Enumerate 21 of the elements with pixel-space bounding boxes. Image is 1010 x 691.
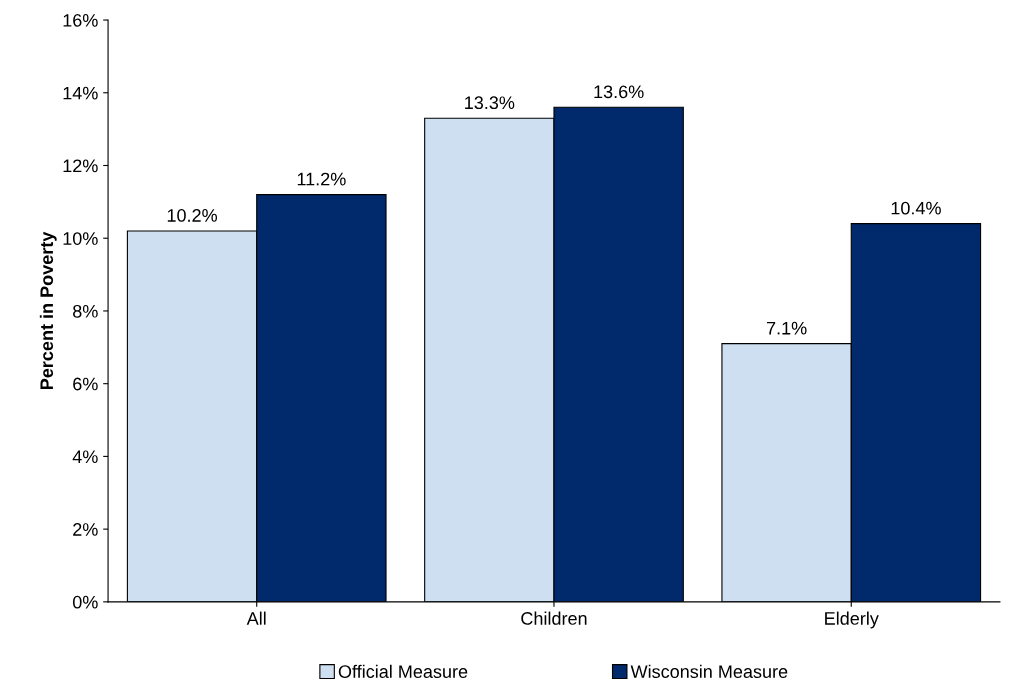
x-tick-label: All <box>246 611 266 625</box>
data-label: 11.2% <box>297 172 346 186</box>
y-tick-label: 8% <box>73 304 98 318</box>
y-tick-label: 16% <box>63 13 98 27</box>
legend-label: Official Measure <box>338 664 468 679</box>
y-tick-label: 2% <box>73 523 98 536</box>
data-label: 10.4% <box>891 201 941 215</box>
x-tick-label: Children <box>521 611 587 625</box>
y-tick-label: 12% <box>63 159 98 173</box>
data-label: 13.3% <box>465 96 515 110</box>
y-axis-title: Percent in Poverty <box>39 231 57 390</box>
data-label: 7.1% <box>766 321 807 335</box>
legend-label: Wisconsin Measure <box>630 664 788 679</box>
y-tick-label: 0% <box>72 595 98 609</box>
data-label: 13.6% <box>594 85 644 99</box>
x-tick-label: Elderly <box>825 611 879 629</box>
y-tick-label: 6% <box>73 377 98 391</box>
y-tick-label: 14% <box>63 86 98 100</box>
data-label: 10.2% <box>167 209 218 222</box>
y-tick-label: 10% <box>63 232 98 245</box>
y-tick-label: 4% <box>72 450 98 464</box>
